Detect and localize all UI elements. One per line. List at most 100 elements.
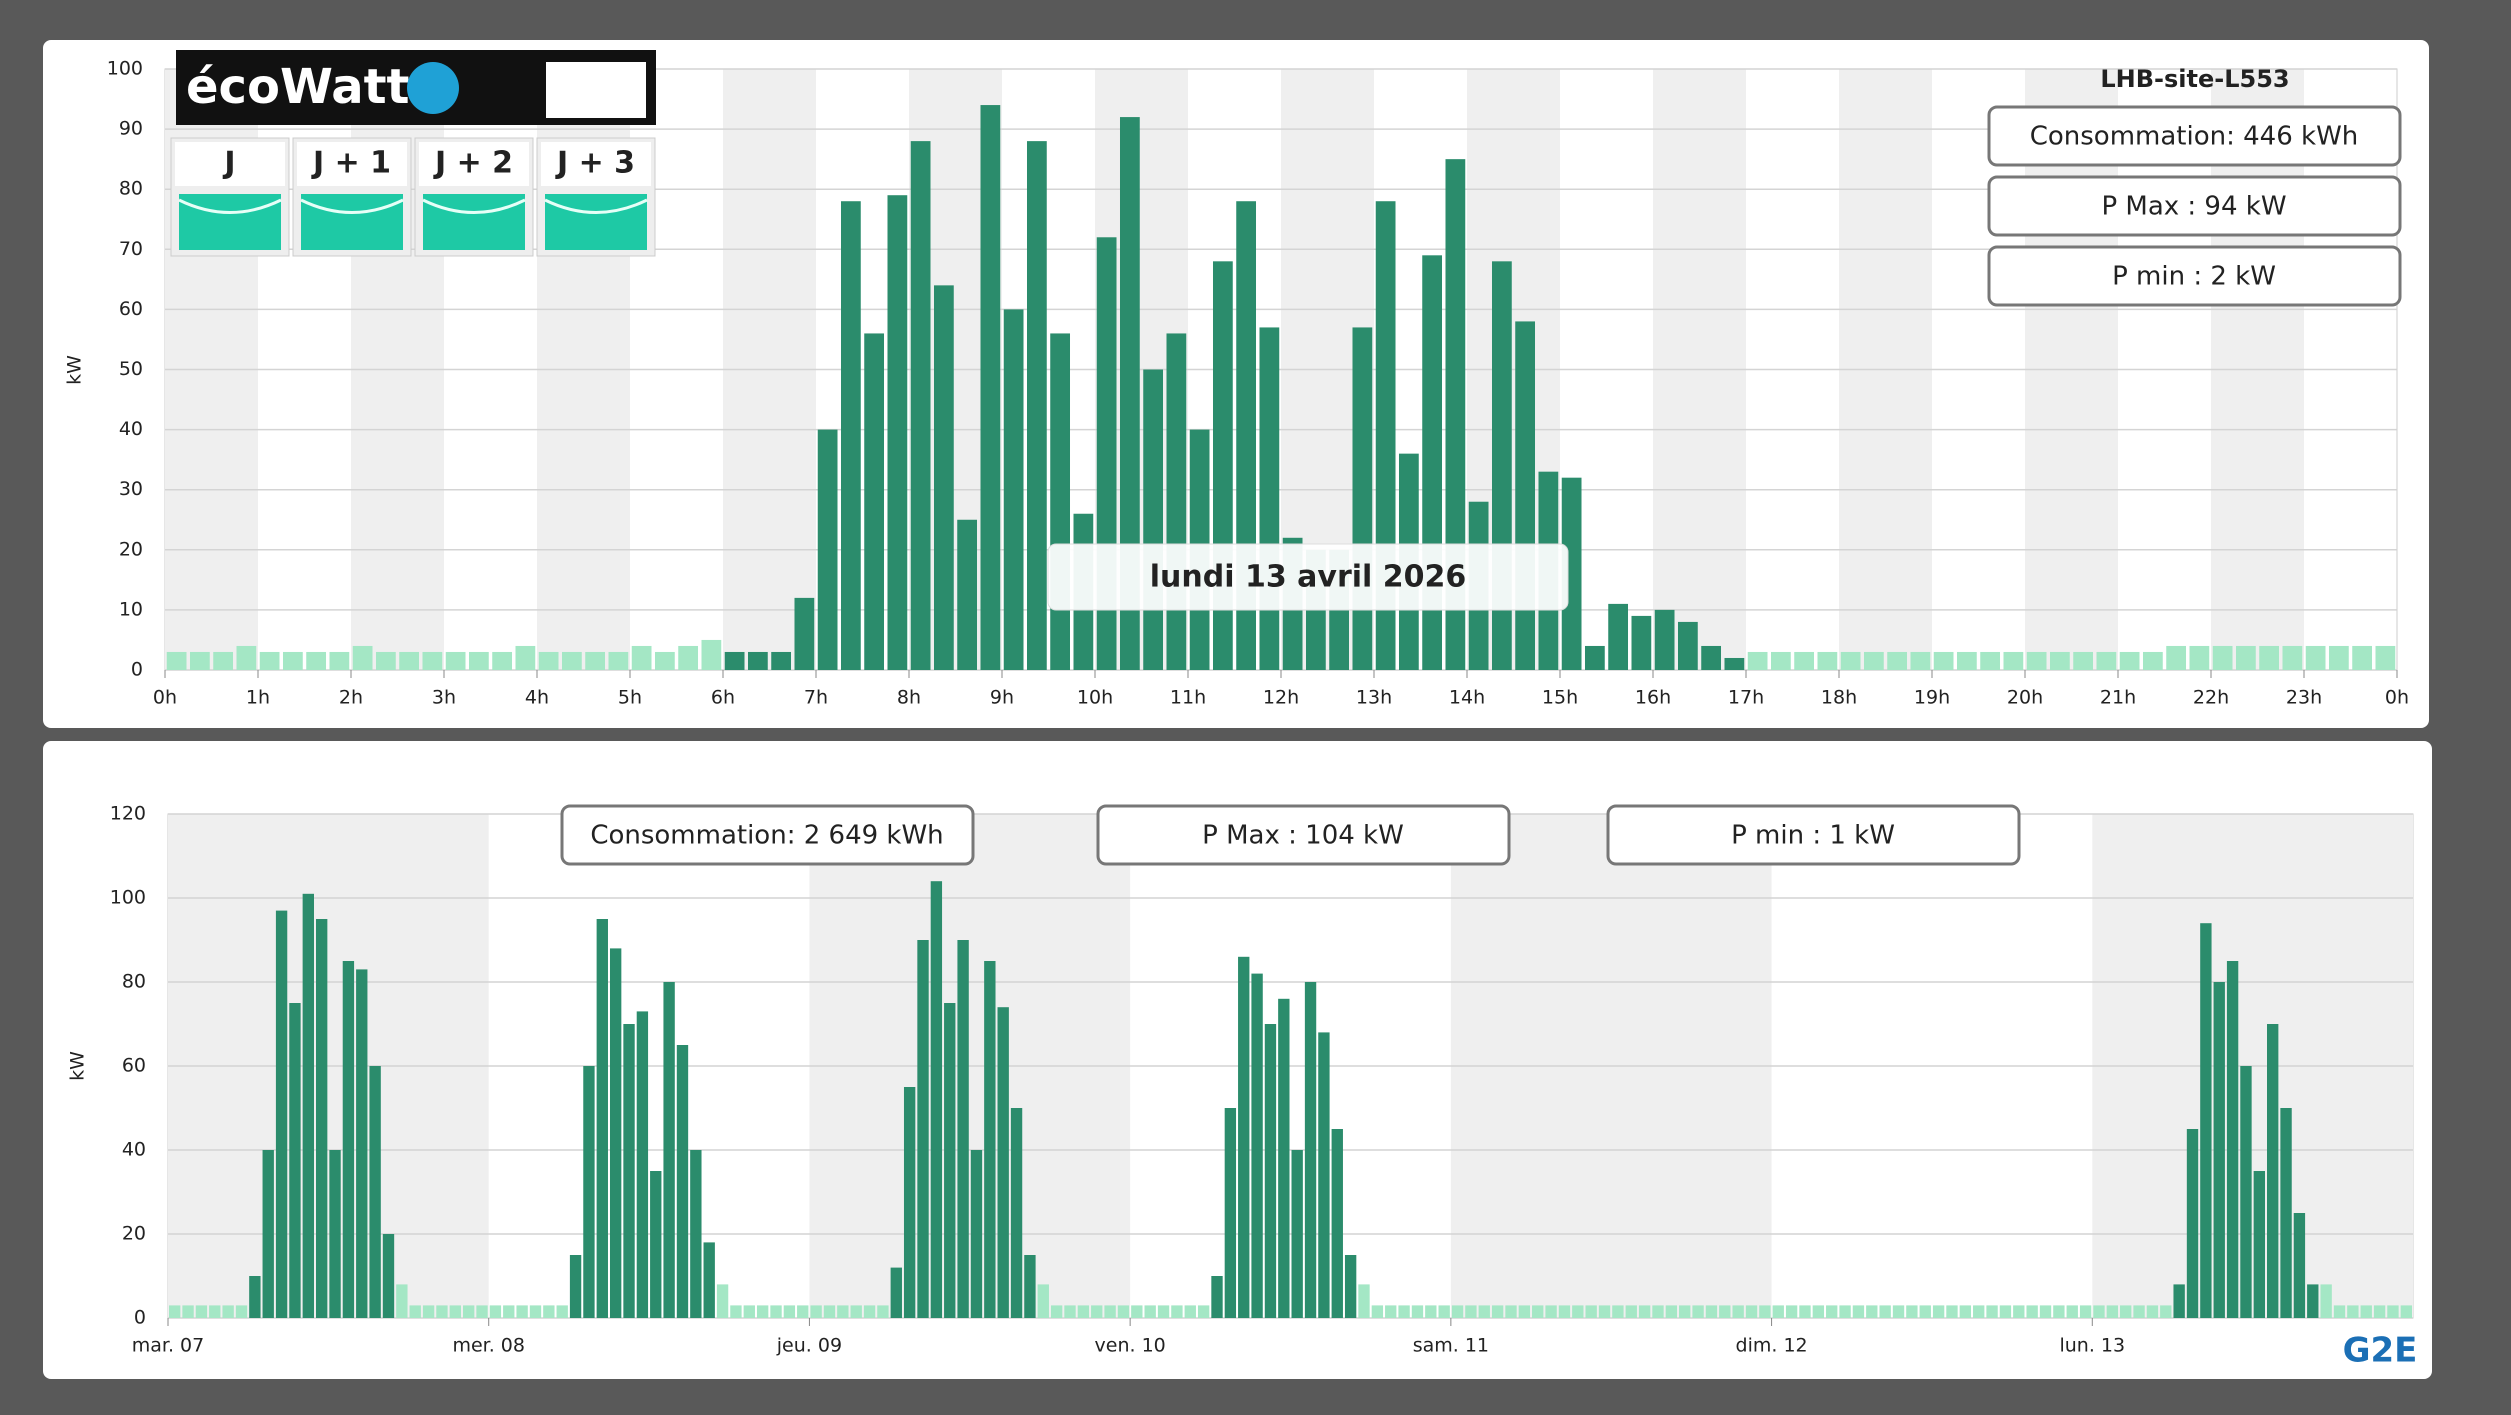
bar <box>636 1011 649 1318</box>
bar <box>2253 1171 2266 1318</box>
bar <box>1352 327 1373 670</box>
bar <box>1003 309 1024 670</box>
bar <box>1863 651 1884 670</box>
bar <box>1879 1305 1891 1318</box>
bar <box>1411 1305 1424 1318</box>
bar <box>2066 1305 2078 1318</box>
bar <box>1077 1305 1090 1318</box>
bar <box>1679 1305 1691 1318</box>
x-tick-label: 17h <box>1728 687 1764 709</box>
bar <box>209 1305 221 1318</box>
ecowatt-logo: écoWatt <box>186 59 410 115</box>
y-tick-label: 50 <box>119 358 143 380</box>
x-tick-label: 16h <box>1635 687 1671 709</box>
day-card-top <box>297 142 407 186</box>
bar <box>249 1276 261 1318</box>
x-tick-label: 0h <box>2385 687 2409 709</box>
bar <box>1251 973 1263 1318</box>
bar <box>1959 1305 1972 1318</box>
bar <box>1064 1305 1076 1318</box>
bar <box>1131 1305 1143 1318</box>
y-tick-label: 0 <box>131 659 143 681</box>
bar <box>1747 651 1768 670</box>
bar <box>1291 1150 1303 1318</box>
stat-box <box>560 804 975 866</box>
bar <box>315 919 328 1318</box>
bar <box>2146 1305 2159 1318</box>
bar <box>2240 1066 2252 1318</box>
bar <box>1425 1305 1437 1318</box>
bar <box>306 651 327 670</box>
day-card-top <box>541 142 651 186</box>
bar <box>492 651 513 670</box>
bar <box>1104 1305 1116 1318</box>
y-tick-label: 100 <box>107 58 143 80</box>
bar <box>623 1024 635 1318</box>
bar <box>583 1066 595 1318</box>
bar <box>837 1305 849 1318</box>
bar <box>1745 1305 1758 1318</box>
bar <box>2133 1305 2145 1318</box>
x-tick-label: 23h <box>2286 687 2322 709</box>
bar <box>2173 1284 2185 1318</box>
bar <box>1772 1305 1784 1318</box>
bar <box>1344 1255 1357 1318</box>
bar <box>503 1305 515 1318</box>
bar <box>1770 651 1791 670</box>
bar <box>703 1242 715 1318</box>
bar <box>609 948 622 1318</box>
bar <box>2212 645 2233 670</box>
bar <box>382 1234 395 1318</box>
day-signal-wave <box>544 198 648 214</box>
bar <box>556 1305 568 1318</box>
x-tick-label: 10h <box>1077 687 1113 709</box>
x-tick-label: 12h <box>1263 687 1299 709</box>
bar <box>2106 1305 2119 1318</box>
bar <box>654 651 675 670</box>
bar <box>747 651 768 670</box>
x-tick-label: 15h <box>1542 687 1578 709</box>
x-tick-label: 6h <box>711 687 735 709</box>
x-tick-label: 1h <box>246 687 270 709</box>
bar <box>1171 1305 1183 1318</box>
bar <box>771 651 792 670</box>
bar <box>449 1305 461 1318</box>
y-tick-label: 80 <box>122 971 146 993</box>
bar <box>1532 1305 1544 1318</box>
bar <box>817 429 838 670</box>
bar <box>930 881 943 1318</box>
bar <box>887 195 908 670</box>
day-signal <box>179 194 281 250</box>
bar <box>2093 1305 2105 1318</box>
bar <box>1946 1305 1958 1318</box>
y-tick-label: 100 <box>110 887 146 909</box>
bar <box>1545 1305 1557 1318</box>
bar <box>2226 961 2239 1318</box>
x-tick-label: 2h <box>339 687 363 709</box>
bar <box>810 1305 822 1318</box>
bar <box>543 1305 555 1318</box>
y-tick-label: 90 <box>119 118 143 140</box>
bar <box>1932 1305 1945 1318</box>
bar <box>2387 1305 2399 1318</box>
bar <box>1839 1305 1851 1318</box>
bar <box>823 1305 836 1318</box>
bar <box>462 1305 475 1318</box>
bar <box>663 982 675 1318</box>
bar <box>1840 651 1861 670</box>
stat-box <box>1987 245 2402 307</box>
x-tick-label: 0h <box>153 687 177 709</box>
y-axis-label: kW <box>64 355 86 385</box>
bar <box>1719 1305 1731 1318</box>
brand-logo: G2E <box>2343 1331 2418 1371</box>
bar <box>569 1255 582 1318</box>
bar <box>1999 1305 2012 1318</box>
bar <box>1933 651 1954 670</box>
bar <box>1852 1305 1865 1318</box>
bar <box>743 1305 755 1318</box>
bar <box>1638 1305 1651 1318</box>
bar <box>678 645 699 670</box>
day-signal <box>545 194 647 250</box>
bar <box>195 1305 208 1318</box>
